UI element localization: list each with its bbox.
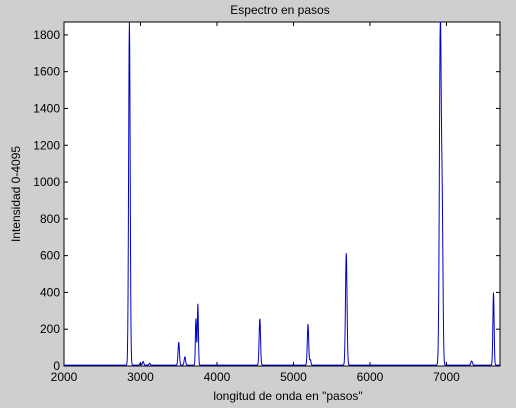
y-tick-label: 1400	[33, 101, 60, 115]
y-tick-label: 1800	[33, 28, 60, 42]
y-tick-label: 1000	[33, 175, 60, 189]
x-tick-label: 3000	[127, 370, 154, 384]
plot-area	[63, 21, 501, 367]
x-tick-label: 5000	[280, 370, 307, 384]
x-tick-label: 6000	[357, 370, 384, 384]
y-tick-label: 0	[53, 359, 60, 373]
x-tick-label: 7000	[433, 370, 460, 384]
y-tick-label: 800	[40, 212, 60, 226]
y-axis-label: Intensidad 0-4095	[9, 146, 23, 242]
y-tick-label: 1600	[33, 65, 60, 79]
chart-title: Espectro en pasos	[230, 3, 329, 17]
y-tick-label: 1200	[33, 138, 60, 152]
x-tick-label: 2000	[51, 370, 78, 384]
x-axis-label: longitud de onda en "pasos"	[213, 389, 362, 403]
y-tick-label: 200	[40, 322, 60, 336]
axis-ticks: 2000 3000 4000 5000 6000 7000 0 200 400 600 800 100…	[33, 22, 500, 384]
x-tick-label: 4000	[204, 370, 231, 384]
series-group	[64, 21, 500, 366]
y-tick-label: 600	[40, 249, 60, 263]
y-tick-label: 400	[40, 285, 60, 299]
spectrum-line	[64, 21, 500, 366]
